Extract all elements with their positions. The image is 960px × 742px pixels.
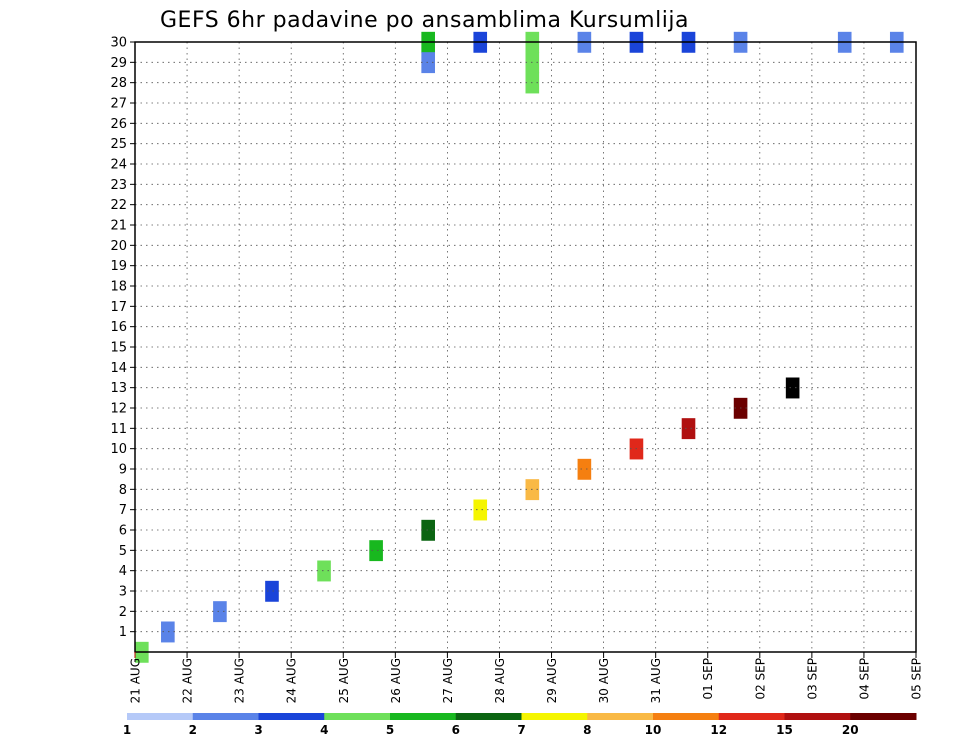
y-tick-label: 17 <box>110 300 127 315</box>
y-tick-label: 5 <box>119 544 127 559</box>
y-axis: 1234567891011121314151617181920212223242… <box>110 36 135 640</box>
y-tick-label: 28 <box>110 76 127 91</box>
chart-title: GEFS 6hr padavine po ansamblima Kursumli… <box>160 8 689 33</box>
colorbar-swatch <box>455 713 522 720</box>
precip-cell <box>681 418 696 440</box>
y-tick-label: 18 <box>110 280 127 295</box>
y-tick-label: 23 <box>110 178 127 193</box>
colorbar-swatch <box>521 713 588 720</box>
precip-cells <box>135 31 904 663</box>
y-tick-label: 25 <box>110 137 127 152</box>
precip-cell <box>421 52 435 74</box>
x-tick-label: 26 AUG <box>389 658 403 703</box>
y-tick-label: 7 <box>119 503 127 518</box>
y-tick-label: 10 <box>110 442 127 457</box>
precip-cell <box>369 540 383 562</box>
colorbar-label: 12 <box>710 723 727 737</box>
x-tick-label: 05 SEP <box>910 658 924 700</box>
x-tick-label: 27 AUG <box>441 658 455 703</box>
colorbar: 1 2 3 4 5 6 7 8 10 12 15 20 <box>123 713 917 737</box>
colorbar-swatch <box>127 713 194 720</box>
x-tick-label: 25 AUG <box>337 658 351 703</box>
x-tick-label: 22 AUG <box>181 658 195 703</box>
y-tick-label: 8 <box>119 483 127 498</box>
colorbar-label: 20 <box>842 723 859 737</box>
colorbar-swatch <box>587 713 654 720</box>
colorbar-swatch <box>324 713 391 720</box>
colorbar-label: 15 <box>776 723 793 737</box>
y-tick-label: 24 <box>110 158 127 173</box>
precip-cell <box>161 621 175 643</box>
x-tick-label: 02 SEP <box>753 658 767 700</box>
x-tick-label: 03 SEP <box>805 658 819 700</box>
y-tick-label: 9 <box>119 463 127 478</box>
x-tick-label: 28 AUG <box>493 658 507 703</box>
colorbar-label: 2 <box>189 723 197 737</box>
y-tick-label: 15 <box>110 341 127 356</box>
colorbar-label: 3 <box>254 723 262 737</box>
y-tick-label: 21 <box>110 219 127 234</box>
colorbar-swatch <box>258 713 325 720</box>
colorbar-swatch <box>850 713 917 720</box>
y-tick-label: 2 <box>119 605 127 620</box>
y-tick-label: 3 <box>119 585 127 600</box>
precip-cell <box>473 499 488 521</box>
y-tick-label: 1 <box>119 625 127 640</box>
colorbar-swatch <box>390 713 457 720</box>
colorbar-swatch <box>718 713 785 720</box>
colorbar-label: 5 <box>386 723 394 737</box>
y-tick-label: 26 <box>110 117 127 132</box>
x-axis: 21 AUG 22 AUG 23 AUG 24 AUG 25 AUG 26 AUG 27 A… <box>129 652 924 703</box>
y-tick-label: 13 <box>110 381 127 396</box>
precip-cell <box>213 601 227 623</box>
y-tick-label: 14 <box>110 361 127 376</box>
y-tick-label: 19 <box>110 259 127 274</box>
y-tick-label: 27 <box>110 97 127 112</box>
x-tick-label: 01 SEP <box>701 658 715 700</box>
y-tick-label: 6 <box>119 524 127 539</box>
x-tick-label: 21 AUG <box>129 658 143 703</box>
y-tick-label: 30 <box>110 36 127 51</box>
colorbar-swatch <box>784 713 851 720</box>
colorbar-label: 4 <box>320 723 328 737</box>
grid-lines <box>135 41 916 652</box>
precip-cell <box>785 377 800 399</box>
colorbar-swatch <box>653 713 720 720</box>
precip-cell <box>265 580 279 602</box>
precip-cell <box>577 458 592 480</box>
y-tick-label: 20 <box>110 239 127 254</box>
colorbar-label: 6 <box>452 723 460 737</box>
colorbar-label: 10 <box>645 723 662 737</box>
y-tick-label: 29 <box>110 56 127 71</box>
colorbar-swatch <box>192 713 259 720</box>
y-tick-label: 22 <box>110 198 127 213</box>
x-tick-label: 24 AUG <box>285 658 299 703</box>
y-tick-label: 16 <box>110 320 127 335</box>
colorbar-label: 1 <box>123 723 131 737</box>
x-tick-label: 29 AUG <box>545 658 559 703</box>
precip-cell <box>317 560 331 582</box>
x-tick-label: 31 AUG <box>649 658 663 703</box>
y-tick-label: 11 <box>110 422 127 437</box>
x-tick-label: 23 AUG <box>233 658 247 703</box>
colorbar-label: 8 <box>583 723 591 737</box>
colorbar-label: 7 <box>517 723 525 737</box>
y-tick-label: 4 <box>119 564 127 579</box>
precip-cell <box>421 519 435 541</box>
y-tick-label: 12 <box>110 402 127 417</box>
x-tick-label: 04 SEP <box>857 658 871 700</box>
x-tick-label: 30 AUG <box>597 658 611 703</box>
